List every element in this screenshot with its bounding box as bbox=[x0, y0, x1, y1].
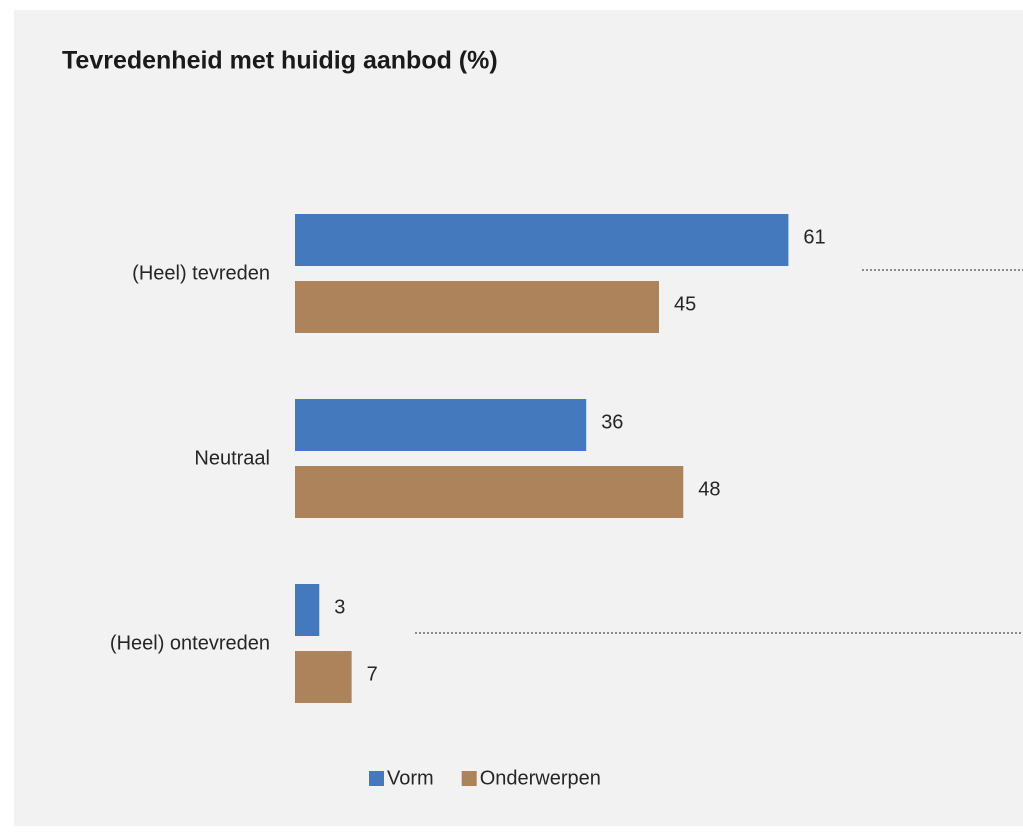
value-label: 7 bbox=[367, 663, 378, 685]
value-label: 45 bbox=[674, 293, 696, 315]
bar bbox=[295, 214, 789, 266]
bar bbox=[295, 281, 659, 333]
legend-label: Onderwerpen bbox=[480, 767, 601, 789]
chart-title: Tevredenheid met huidig aanbod (%) bbox=[62, 47, 498, 75]
bar bbox=[295, 584, 320, 636]
bar bbox=[295, 466, 684, 518]
category-label: Neutraal bbox=[194, 447, 270, 469]
category-label: (Heel) ontevreden bbox=[110, 632, 270, 654]
legend-label: Vorm bbox=[387, 767, 434, 789]
value-label: 48 bbox=[698, 478, 720, 500]
category-label: (Heel) tevreden bbox=[132, 262, 270, 284]
bar bbox=[295, 399, 587, 451]
bar bbox=[295, 651, 352, 703]
legend-swatch bbox=[369, 771, 384, 786]
value-label: 36 bbox=[601, 411, 623, 433]
value-label: 3 bbox=[334, 596, 345, 618]
legend-swatch bbox=[461, 771, 477, 786]
value-label: 61 bbox=[803, 226, 825, 248]
